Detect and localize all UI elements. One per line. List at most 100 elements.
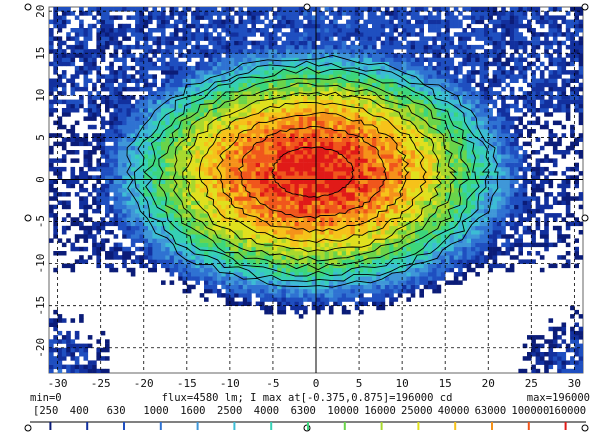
heatmap-cell <box>255 137 261 142</box>
heatmap-cell <box>61 145 67 151</box>
heatmap-cell <box>234 238 239 243</box>
heatmap-cell <box>139 154 144 159</box>
heatmap-cell <box>324 36 330 41</box>
heatmap-cell <box>298 133 304 138</box>
heatmap-cell <box>148 255 153 260</box>
heatmap-cell <box>186 267 192 273</box>
heatmap-cell <box>260 28 265 33</box>
heatmap-cell <box>212 116 218 121</box>
heatmap-cell <box>169 196 175 201</box>
heatmap-cell <box>169 150 175 155</box>
heatmap-cell <box>255 251 261 256</box>
heatmap-cell <box>96 347 101 353</box>
heatmap-cell <box>247 246 252 252</box>
heatmap-cell <box>152 213 157 218</box>
heatmap-cell <box>199 255 205 260</box>
heatmap-cell <box>229 61 235 67</box>
heatmap-cell <box>221 91 226 96</box>
heatmap-cell <box>186 213 192 218</box>
heatmap-cell <box>272 95 278 100</box>
heatmap-cell <box>70 86 76 92</box>
heatmap-cell <box>195 137 200 142</box>
heatmap-cell <box>354 200 360 205</box>
heatmap-cell <box>376 284 381 290</box>
heatmap-cell <box>337 150 343 155</box>
heatmap-cell <box>303 288 308 294</box>
heatmap-cell <box>212 272 218 277</box>
heatmap-cell <box>328 259 334 264</box>
heatmap-cell <box>307 192 312 197</box>
heatmap-cell <box>281 86 287 92</box>
heatmap-cell <box>83 53 89 58</box>
heatmap-cell <box>320 217 325 222</box>
heatmap-cell <box>135 112 140 117</box>
heatmap-cell <box>165 133 170 138</box>
heatmap-cell <box>225 255 231 260</box>
heatmap-cell <box>234 183 239 189</box>
heatmap-cell <box>143 36 149 41</box>
heatmap-cell <box>350 183 356 189</box>
heatmap-cell <box>268 309 274 315</box>
heatmap-cell <box>165 192 170 197</box>
heatmap-cell <box>346 99 351 105</box>
heatmap-cell <box>311 225 317 231</box>
heatmap-cell <box>169 259 175 264</box>
heatmap-cell <box>316 305 321 311</box>
heatmap-cell <box>113 175 119 180</box>
heatmap-cell <box>281 192 287 197</box>
heatmap-cell <box>199 112 205 117</box>
heatmap-cell <box>376 112 381 117</box>
heatmap-cell <box>49 133 54 138</box>
heatmap-cell <box>367 141 373 147</box>
heatmap-cell <box>165 40 170 46</box>
heatmap-cell <box>285 120 291 126</box>
heatmap-cell <box>186 112 192 117</box>
heatmap-cell <box>208 230 213 235</box>
heatmap-cell <box>208 32 213 37</box>
heatmap-cell <box>290 217 295 222</box>
heatmap-cell <box>212 23 218 29</box>
heatmap-cell <box>346 225 351 231</box>
heatmap-cell <box>346 309 351 315</box>
heatmap-cell <box>393 234 399 239</box>
heatmap-cell <box>139 61 144 67</box>
heatmap-cell <box>341 166 347 172</box>
heatmap-cell <box>212 183 218 189</box>
heatmap-cell <box>221 293 226 298</box>
heatmap-cell <box>148 200 153 205</box>
heatmap-cell <box>221 276 226 281</box>
heatmap-cell <box>290 116 295 121</box>
heatmap-cell <box>359 53 364 58</box>
heatmap-cell <box>122 86 127 92</box>
heatmap-cell <box>105 192 110 197</box>
heatmap-cell <box>53 204 58 210</box>
heatmap-cell <box>298 230 304 235</box>
heatmap-cell <box>333 145 338 151</box>
heatmap-cell <box>285 183 291 189</box>
heatmap-cell <box>354 154 360 159</box>
heatmap-cell <box>96 19 101 25</box>
heatmap-cell <box>109 183 114 189</box>
heatmap-cell <box>148 204 153 210</box>
heatmap-cell <box>350 86 356 92</box>
heatmap-cell <box>372 137 377 142</box>
heatmap-cell <box>49 213 54 218</box>
heatmap-cell <box>264 82 269 88</box>
heatmap-cell <box>285 49 291 54</box>
heatmap-cell <box>346 108 351 113</box>
heatmap-cell <box>354 28 360 33</box>
heatmap-cell <box>195 234 200 239</box>
heatmap-cell <box>169 234 175 239</box>
heatmap-cell <box>217 196 222 201</box>
heatmap-cell <box>126 108 132 113</box>
heatmap-cell <box>247 116 252 121</box>
heatmap-cell <box>156 187 162 193</box>
heatmap-cell <box>324 44 330 50</box>
heatmap-cell <box>173 61 179 67</box>
heatmap-cell <box>169 238 175 243</box>
heatmap-cell <box>169 61 175 67</box>
heatmap-cell <box>96 49 101 54</box>
heatmap-cell <box>135 255 140 260</box>
heatmap-cell <box>105 356 110 361</box>
heatmap-cell <box>242 280 248 285</box>
